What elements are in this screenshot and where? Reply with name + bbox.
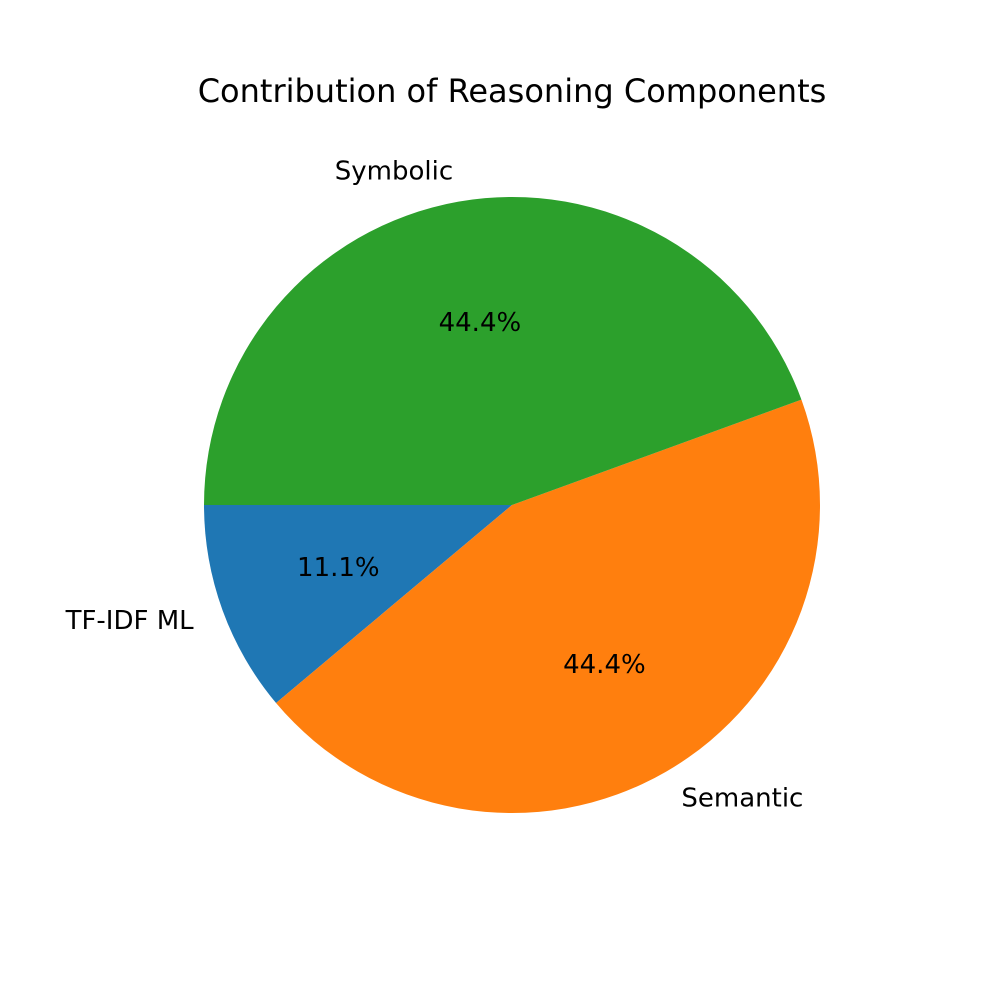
slice-percent-tf-idf-ml: 11.1% <box>297 553 380 583</box>
pie-slice-tf-idf-ml <box>204 505 512 703</box>
slice-label-symbolic: Symbolic <box>335 156 453 186</box>
pie-slice-semantic <box>276 399 820 813</box>
pie-labels: TF-IDF ML 11.1% Semantic 44.4% Symbolic 44.4% <box>65 156 804 813</box>
slice-label-semantic: Semantic <box>681 783 803 813</box>
slice-label-tf-idf-ml: TF-IDF ML <box>65 606 195 636</box>
slice-percent-semantic: 44.4% <box>563 650 646 680</box>
chart-title: Contribution of Reasoning Components <box>198 72 827 110</box>
pie-slices <box>204 196 820 813</box>
pie-slice-symbolic <box>204 196 802 505</box>
slice-percent-symbolic: 44.4% <box>439 308 522 338</box>
